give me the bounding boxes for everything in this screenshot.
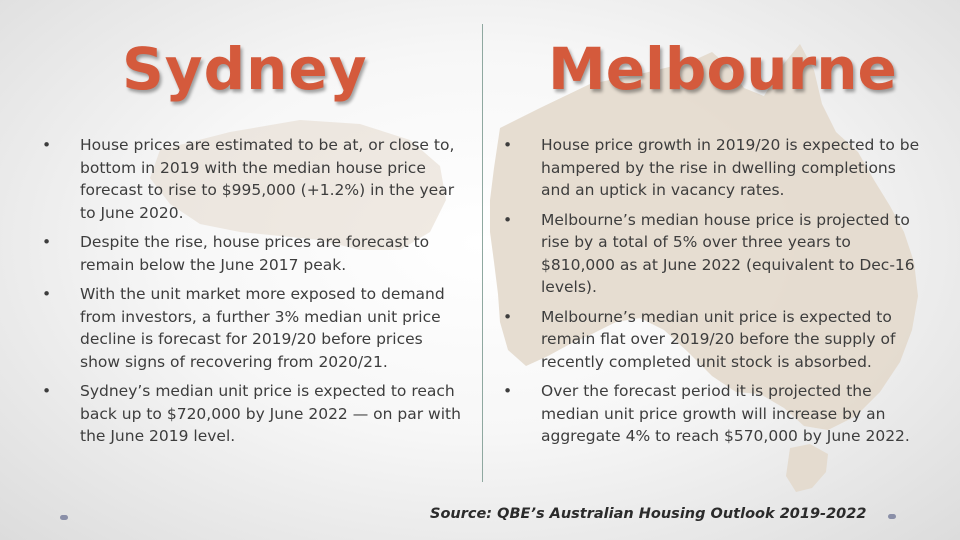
column-divider	[482, 24, 483, 482]
bullet-marker: •	[42, 285, 52, 303]
bullet-marker: •	[503, 210, 513, 229]
melbourne-bullet-list: • House price growth in 2019/20 is expec…	[503, 134, 923, 455]
bullet-text: Over the forecast period it is projected…	[541, 382, 910, 445]
list-item: • Melbourne’s median house price is proj…	[503, 209, 923, 299]
sydney-bullet-list: • House prices are estimated to be at, o…	[42, 134, 462, 455]
bullet-marker: •	[503, 307, 513, 326]
bullet-text: With the unit market more exposed to dem…	[80, 285, 445, 371]
source-citation: Source: QBE’s Australian Housing Outlook…	[430, 506, 867, 522]
slide-nav-dot-right	[888, 514, 896, 519]
bullet-text: House price growth in 2019/20 is expecte…	[541, 136, 920, 199]
slide-nav-dot-left	[60, 515, 68, 520]
bullet-marker: •	[42, 382, 52, 400]
bullet-marker: •	[42, 136, 52, 154]
bullet-marker: •	[503, 136, 513, 154]
bullet-text: Despite the rise, house prices are forec…	[80, 233, 430, 274]
list-item: • Melbourne’s median unit price is expec…	[503, 306, 923, 374]
bullet-marker: •	[42, 233, 52, 251]
bullet-text: Sydney’s median unit price is expected t…	[80, 382, 461, 445]
list-item: • Over the forecast period it is project…	[503, 380, 923, 448]
tasmania-shape	[786, 444, 828, 492]
list-item: • House prices are estimated to be at, o…	[42, 134, 462, 224]
list-item: • House price growth in 2019/20 is expec…	[503, 134, 923, 202]
list-item: • Sydney’s median unit price is expected…	[42, 380, 462, 448]
left-land-shape	[150, 120, 446, 250]
list-item: • With the unit market more exposed to d…	[42, 283, 462, 373]
bullet-text: Melbourne’s median unit price is expecte…	[541, 307, 896, 371]
melbourne-title: Melbourne	[548, 35, 897, 103]
list-item: • Despite the rise, house prices are for…	[42, 231, 462, 276]
bullet-text: Melbourne’s median house price is projec…	[541, 210, 915, 297]
bullet-marker: •	[503, 382, 513, 400]
bullet-text: House prices are estimated to be at, or …	[80, 136, 455, 222]
sydney-title: Sydney	[122, 35, 368, 103]
australia-mainland-shape	[490, 44, 918, 430]
